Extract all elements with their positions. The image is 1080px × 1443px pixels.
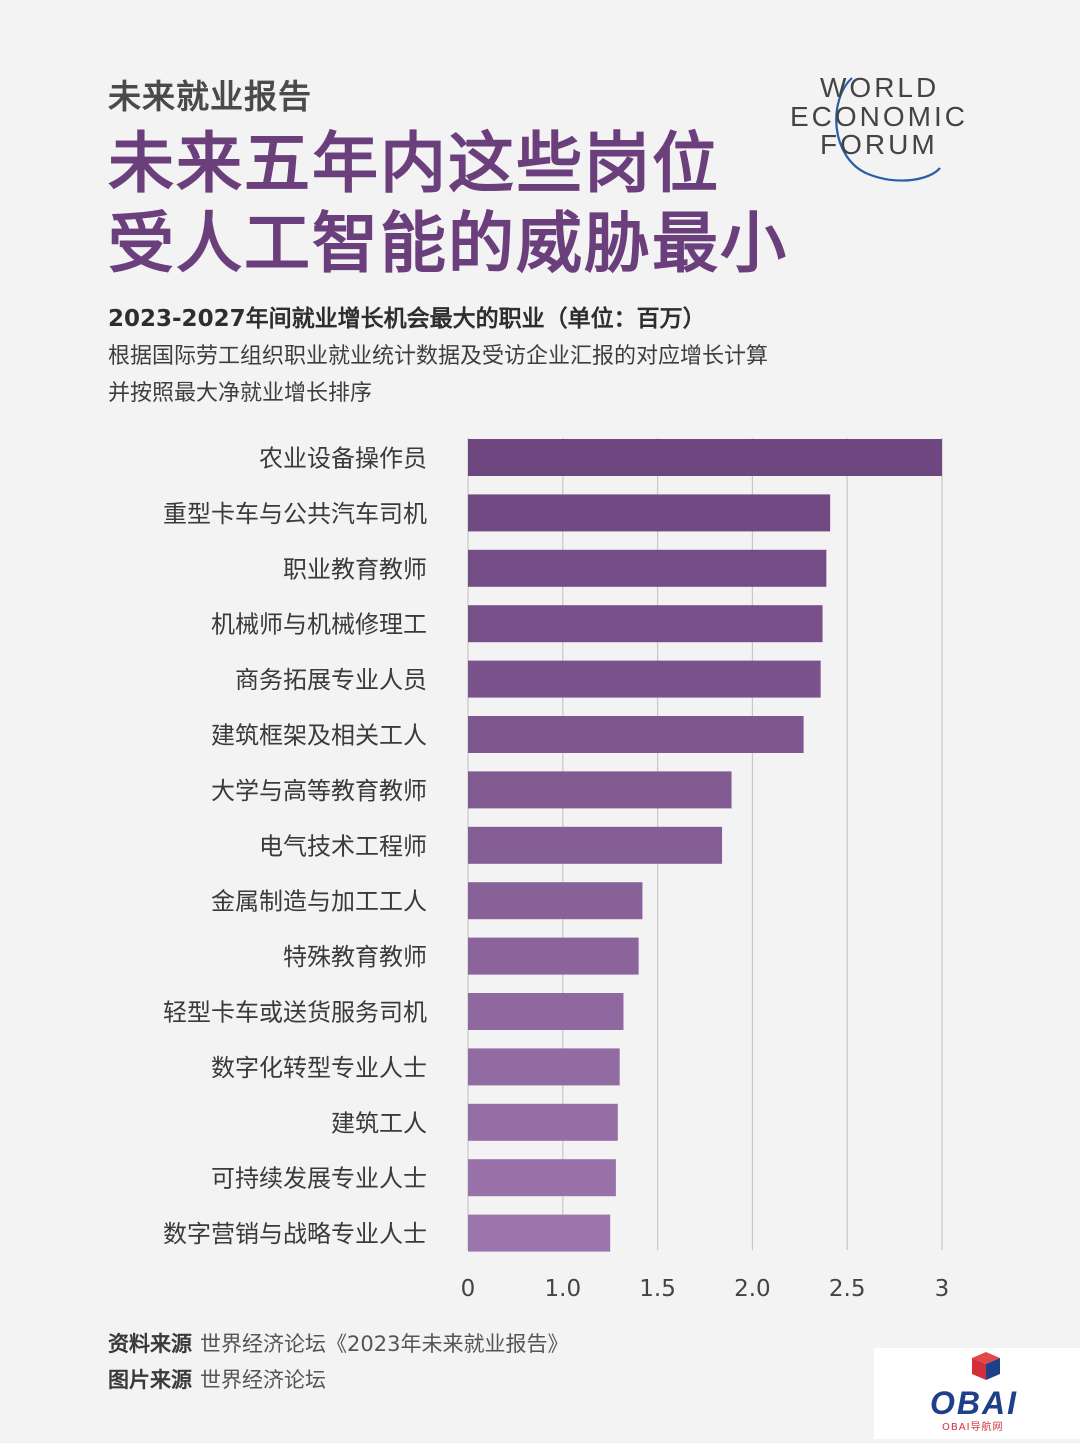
- image-credit-line: 图片来源 世界经济论坛: [108, 1362, 568, 1398]
- bar: [468, 494, 831, 532]
- bar: [468, 1159, 616, 1197]
- source-line: 资料来源 世界经济论坛《2023年未来就业报告》: [108, 1326, 568, 1362]
- watermark-brand: OBAI: [930, 1385, 1018, 1421]
- logo-text-forum: FORUM: [820, 129, 938, 160]
- x-tick-label: 2.5: [829, 1276, 866, 1302]
- category-label: 农业设备操作员: [259, 445, 427, 473]
- category-label: 数字化转型专业人士: [211, 1054, 427, 1082]
- category-label: 职业教育教师: [283, 555, 427, 583]
- category-label: 商务拓展专业人员: [235, 666, 427, 694]
- category-label: 可持续发展专业人士: [211, 1165, 427, 1193]
- category-label: 建筑框架及相关工人: [211, 722, 427, 750]
- bar: [468, 439, 942, 476]
- watermark: OBAI OBAI导航网: [874, 1348, 1080, 1439]
- x-tick-label: 0: [461, 1276, 476, 1302]
- bar: [468, 826, 723, 864]
- footer: 资料来源 世界经济论坛《2023年未来就业报告》 图片来源 世界经济论坛: [108, 1326, 568, 1398]
- bar: [468, 993, 624, 1030]
- category-label: 轻型卡车或送货服务司机: [163, 999, 427, 1027]
- kicker: 未来就业报告: [108, 77, 312, 116]
- chart-subtitle: 2023-2027年间就业增长机会最大的职业（单位：百万）: [108, 306, 706, 332]
- bar: [468, 882, 643, 920]
- category-label: 重型卡车与公共汽车司机: [163, 500, 427, 528]
- bar: [468, 771, 732, 809]
- logo-text-economic: ECONOMIC: [790, 101, 968, 132]
- x-tick-label: 1.5: [639, 1276, 676, 1302]
- bar: [468, 549, 827, 587]
- bar: [468, 605, 823, 643]
- x-tick-label: 1.0: [545, 1276, 582, 1302]
- logo-text-world: WORLD: [820, 72, 939, 103]
- category-label: 特殊教育教师: [283, 943, 427, 971]
- chart-description: 根据国际劳工组织职业就业统计数据及受访企业汇报的对应增长计算 并按照最大净就业增…: [108, 338, 768, 412]
- bar: [468, 660, 821, 698]
- source-label: 资料来源: [108, 1332, 192, 1356]
- bar: [468, 1103, 618, 1141]
- category-label: 大学与高等教育教师: [211, 777, 427, 805]
- bar-chart-svg: 农业设备操作员重型卡车与公共汽车司机职业教育教师机械师与机械修理工商务拓展专业人…: [163, 438, 950, 1302]
- cube-icon: [972, 1352, 1000, 1380]
- category-label: 金属制造与加工工人: [211, 888, 427, 916]
- headline: 未来五年内这些岗位 受人工智能的威胁最小: [108, 124, 788, 284]
- category-label: 电气技术工程师: [259, 832, 427, 860]
- description-line-2: 并按照最大净就业增长排序: [108, 381, 373, 406]
- logo-arc: [835, 77, 941, 182]
- headline-line-2: 受人工智能的威胁最小: [108, 205, 788, 282]
- image-credit-text: 世界经济论坛: [200, 1368, 326, 1392]
- wef-logo: WORLD ECONOMIC FORUM: [790, 70, 980, 188]
- category-label: 数字营销与战略专业人士: [163, 1220, 427, 1248]
- bar: [468, 716, 804, 753]
- bar: [468, 1048, 620, 1086]
- source-text: 世界经济论坛《2023年未来就业报告》: [200, 1332, 569, 1356]
- category-label: 机械师与机械修理工: [211, 611, 427, 639]
- watermark-graphic: OBAI OBAI导航网: [930, 1352, 1018, 1433]
- x-tick-label: 3: [935, 1276, 950, 1302]
- x-tick-label: 2.0: [734, 1276, 771, 1302]
- description-line-1: 根据国际劳工组织职业就业统计数据及受访企业汇报的对应增长计算: [108, 344, 769, 369]
- bar-chart: 农业设备操作员重型卡车与公共汽车司机职业教育教师机械师与机械修理工商务拓展专业人…: [0, 420, 1080, 1320]
- wef-logo-graphic: WORLD ECONOMIC FORUM: [790, 72, 968, 182]
- category-label: 建筑工人: [331, 1109, 427, 1137]
- headline-line-1: 未来五年内这些岗位: [108, 125, 720, 202]
- bar: [468, 937, 639, 975]
- image-credit-label: 图片来源: [108, 1368, 192, 1392]
- watermark-caption: OBAI导航网: [942, 1420, 1004, 1433]
- bar: [468, 1214, 611, 1252]
